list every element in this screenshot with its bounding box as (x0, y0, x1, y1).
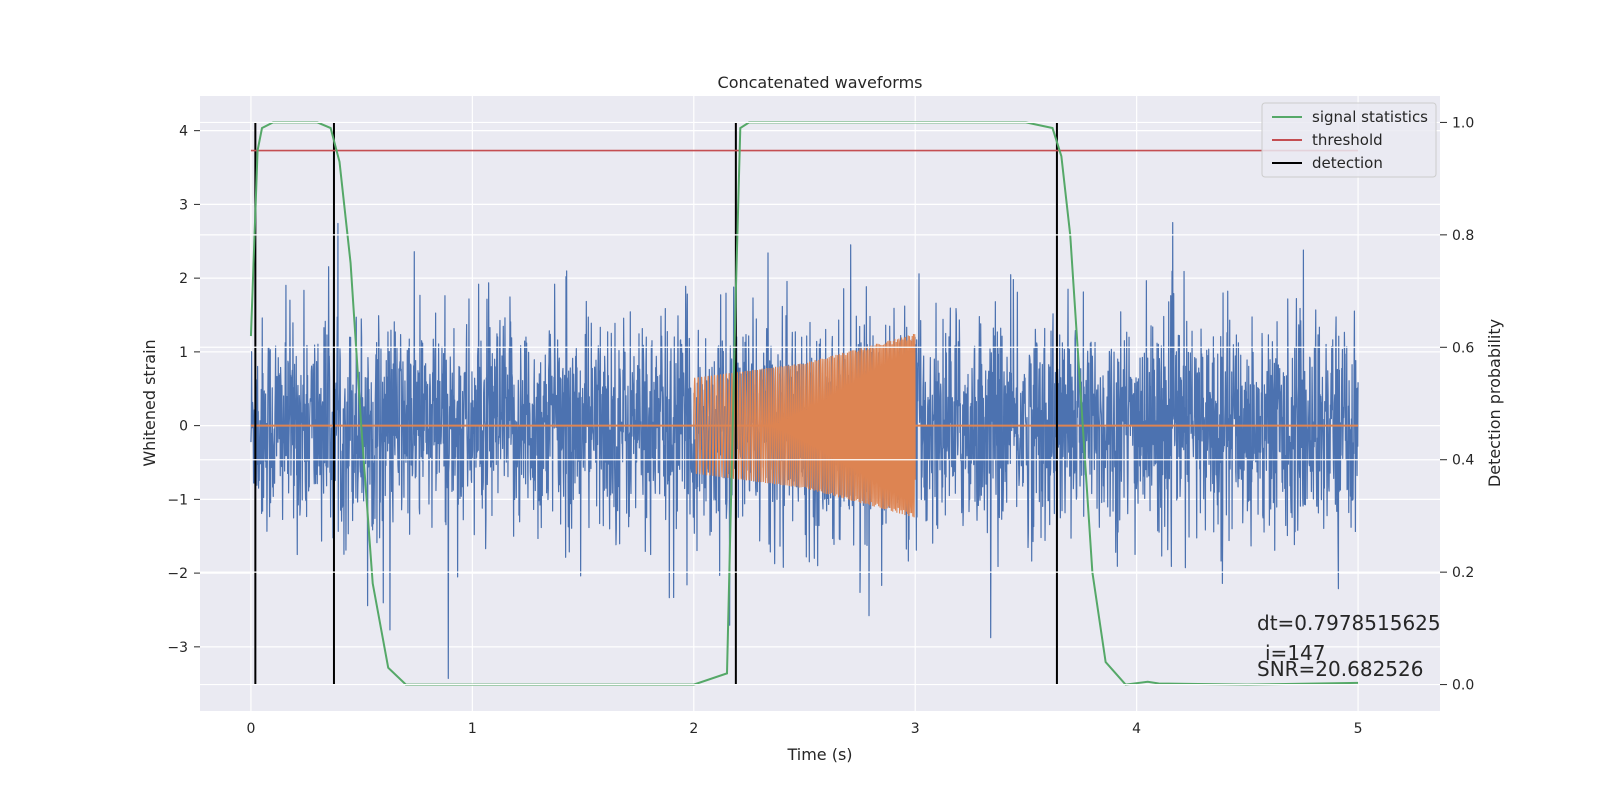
annotation-snr: SNR=20.682526 (1257, 657, 1423, 681)
y-tick-label: −2 (167, 566, 188, 582)
y2-tick-label: 0.8 (1452, 228, 1474, 244)
legend-label-detection: detection (1312, 154, 1383, 172)
right-axis-ticks: 0.0 0.2 0.4 0.6 0.8 1.0 (1440, 115, 1474, 694)
x-axis-ticks: 0 1 2 3 4 5 (246, 721, 1362, 737)
x-tick-label: 1 (468, 721, 477, 737)
annotation-dt: dt=0.7978515625 (1257, 611, 1441, 635)
x-tick-label: 3 (911, 721, 920, 737)
x-axis-label: Time (s) (786, 745, 852, 764)
right-axis-label: Detection probability (1485, 319, 1504, 487)
chart-title: Concatenated waveforms (718, 73, 923, 92)
x-tick-label: 4 (1132, 721, 1141, 737)
legend: signal statistics threshold detection (1261, 102, 1437, 178)
annotation-index: i=147 (1265, 641, 1326, 665)
y2-tick-label: 0.4 (1452, 453, 1474, 469)
y-tick-label: 3 (179, 197, 188, 213)
y-tick-label: 0 (179, 419, 188, 435)
y2-tick-label: 1.0 (1452, 115, 1474, 131)
y-tick-label: 2 (179, 271, 188, 287)
legend-box (1261, 102, 1437, 178)
signal-statistics-line (249, 121, 1359, 686)
x-tick-label: 5 (1354, 721, 1363, 737)
plot-area (249, 121, 1359, 686)
right-axis-grid-lines (200, 121, 1440, 686)
detection-lines (254, 122, 1058, 685)
legend-label-statistics: signal statistics (1312, 108, 1428, 126)
legend-label-threshold: threshold (1312, 131, 1383, 149)
y2-tick-label: 0.6 (1452, 340, 1474, 356)
y-tick-label: 4 (179, 124, 188, 140)
y-axis-label: Whitened strain (140, 339, 159, 466)
y2-tick-label: 0.2 (1452, 565, 1474, 581)
y-tick-label: −1 (167, 492, 188, 508)
y-tick-label: −3 (167, 640, 188, 656)
y-tick-label: 1 (179, 345, 188, 361)
y-axis-ticks: −3 −2 −1 0 1 2 3 4 (167, 124, 200, 656)
x-tick-label: 2 (689, 721, 698, 737)
y2-tick-label: 0.0 (1452, 678, 1474, 694)
x-tick-label: 0 (246, 721, 255, 737)
